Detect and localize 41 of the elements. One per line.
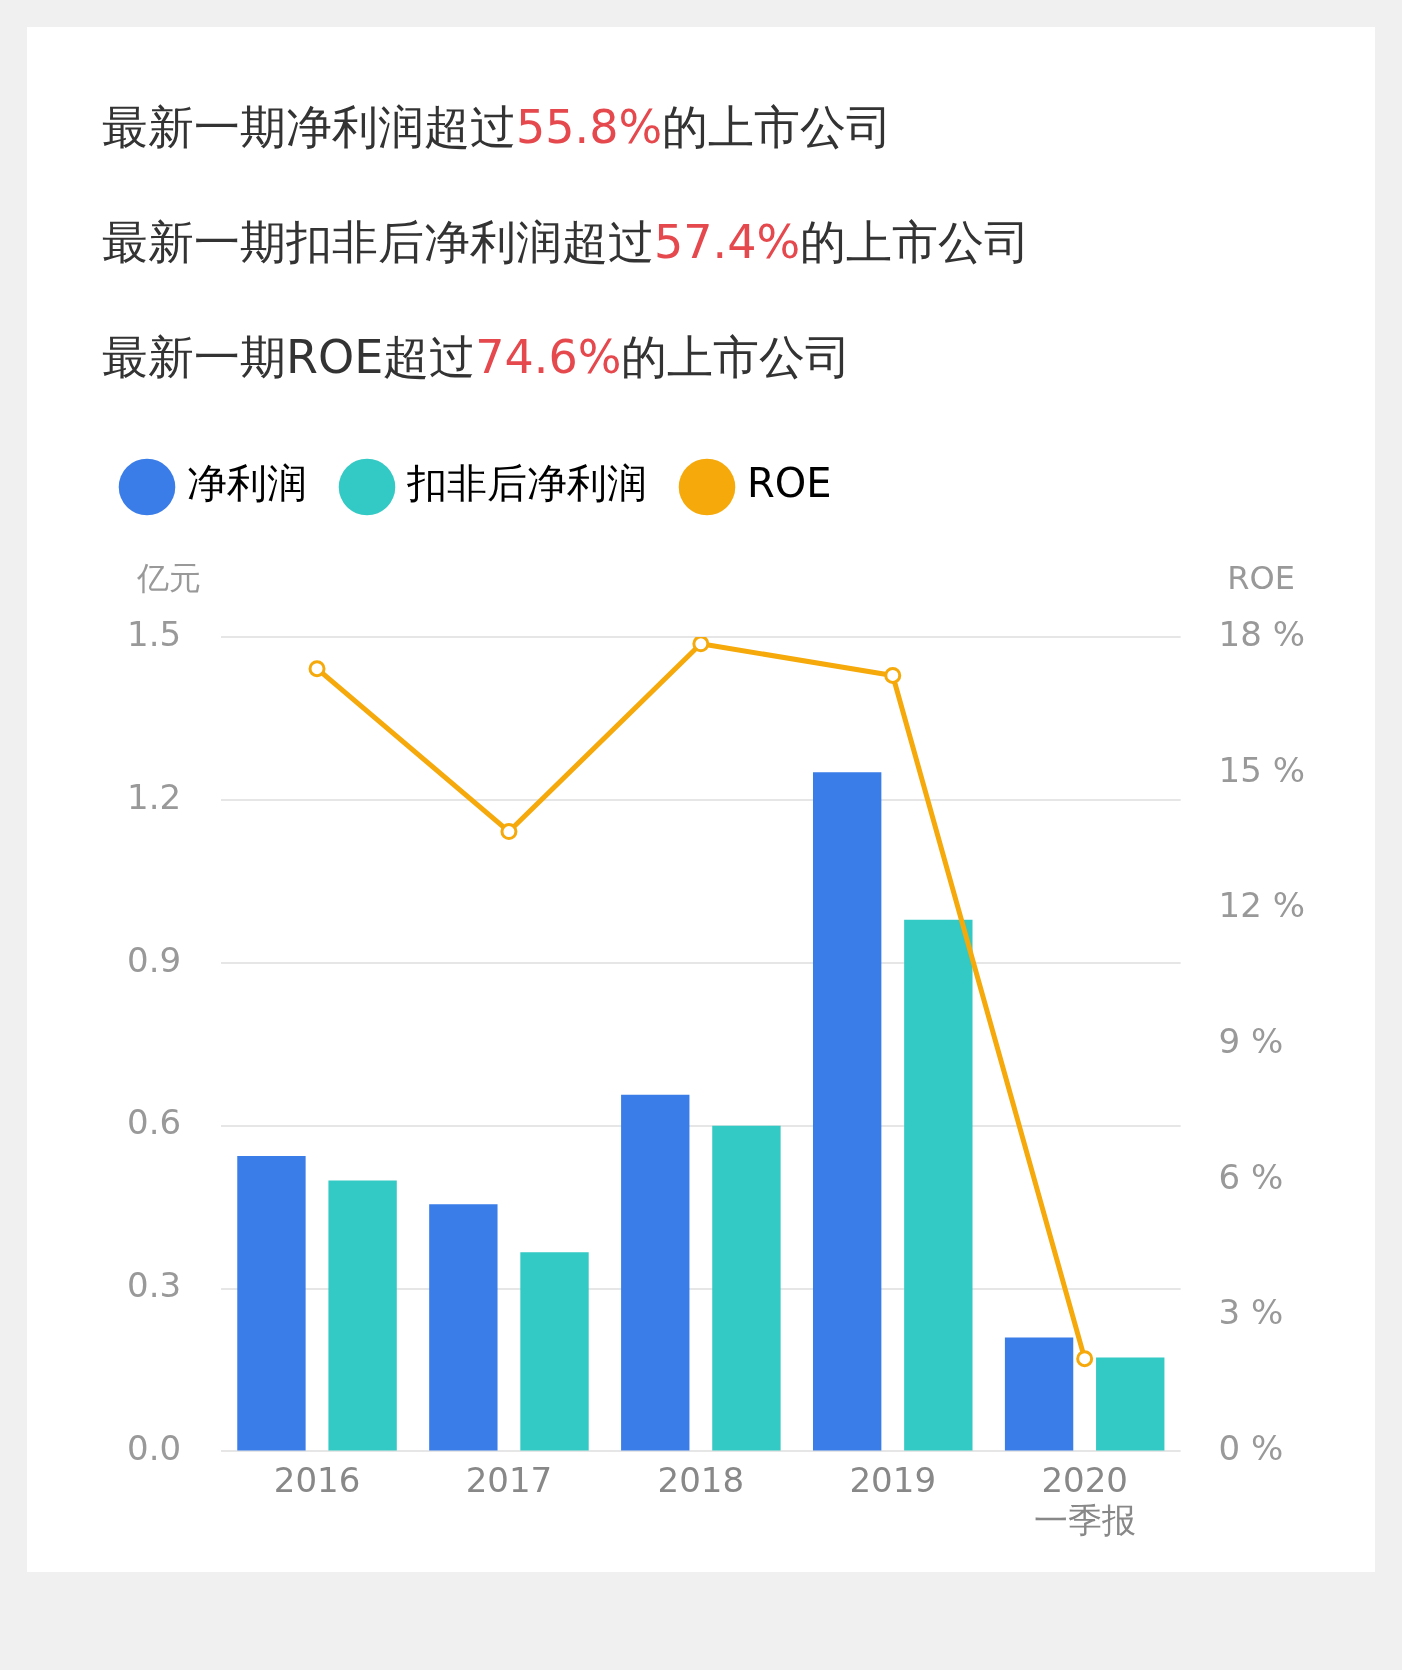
bar — [904, 919, 973, 1451]
chart-subtitle: 最新一期扣非后净利润超过57.4%的上市公司 — [102, 215, 1031, 269]
bar — [429, 1204, 498, 1451]
x-tick-label: 2016 — [273, 1459, 361, 1500]
y2-tick-label: 12 % — [1218, 885, 1306, 926]
y-tick-label: 1.2 — [126, 776, 182, 817]
y2-tick-label: 15 % — [1218, 749, 1306, 790]
bar — [1004, 1337, 1074, 1451]
text: 最新一期ROE超过74.6%的上市公司 — [102, 330, 852, 384]
bar — [621, 1094, 690, 1451]
bar — [520, 1252, 589, 1451]
chart-title: 最新一期净利润超过55.8%的上市公司 — [102, 100, 893, 154]
y2-axis-title: ROE — [1227, 559, 1295, 598]
legend-label: 扣非后净利润 — [406, 460, 647, 507]
bar — [328, 1180, 397, 1451]
y2-tick-label: 3 % — [1218, 1292, 1284, 1333]
bar — [237, 1156, 306, 1451]
point — [500, 823, 518, 841]
y2-tick-label: 0 % — [1218, 1428, 1284, 1469]
point — [692, 637, 710, 653]
y-tick-label: 0.3 — [126, 1265, 182, 1306]
point — [308, 660, 326, 678]
y-tick-label: 1.5 — [126, 613, 182, 654]
point — [1076, 1350, 1094, 1368]
x-tick-label: 2020 一季报 — [1033, 1459, 1136, 1541]
bar — [712, 1125, 781, 1451]
y-tick-label: 0.9 — [126, 939, 182, 980]
x-tick-label: 2019 — [849, 1459, 937, 1500]
y-tick-label: 0.6 — [126, 1102, 182, 1143]
y-axis-title: 亿元 — [136, 559, 201, 598]
y2-tick-label: 18 % — [1218, 613, 1306, 654]
legend-label: 净利润 — [187, 460, 307, 507]
point — [884, 666, 902, 684]
x-tick-label: 2018 — [657, 1459, 745, 1500]
x-tick-label: 2017 — [465, 1459, 553, 1500]
y2-tick-label: 9 % — [1218, 1021, 1284, 1062]
bar — [1096, 1357, 1165, 1451]
y2-tick-label: 6 % — [1218, 1156, 1284, 1197]
y-tick-label: 0.0 — [126, 1428, 182, 1469]
legend-label: ROE — [747, 460, 832, 507]
bar — [812, 772, 882, 1451]
